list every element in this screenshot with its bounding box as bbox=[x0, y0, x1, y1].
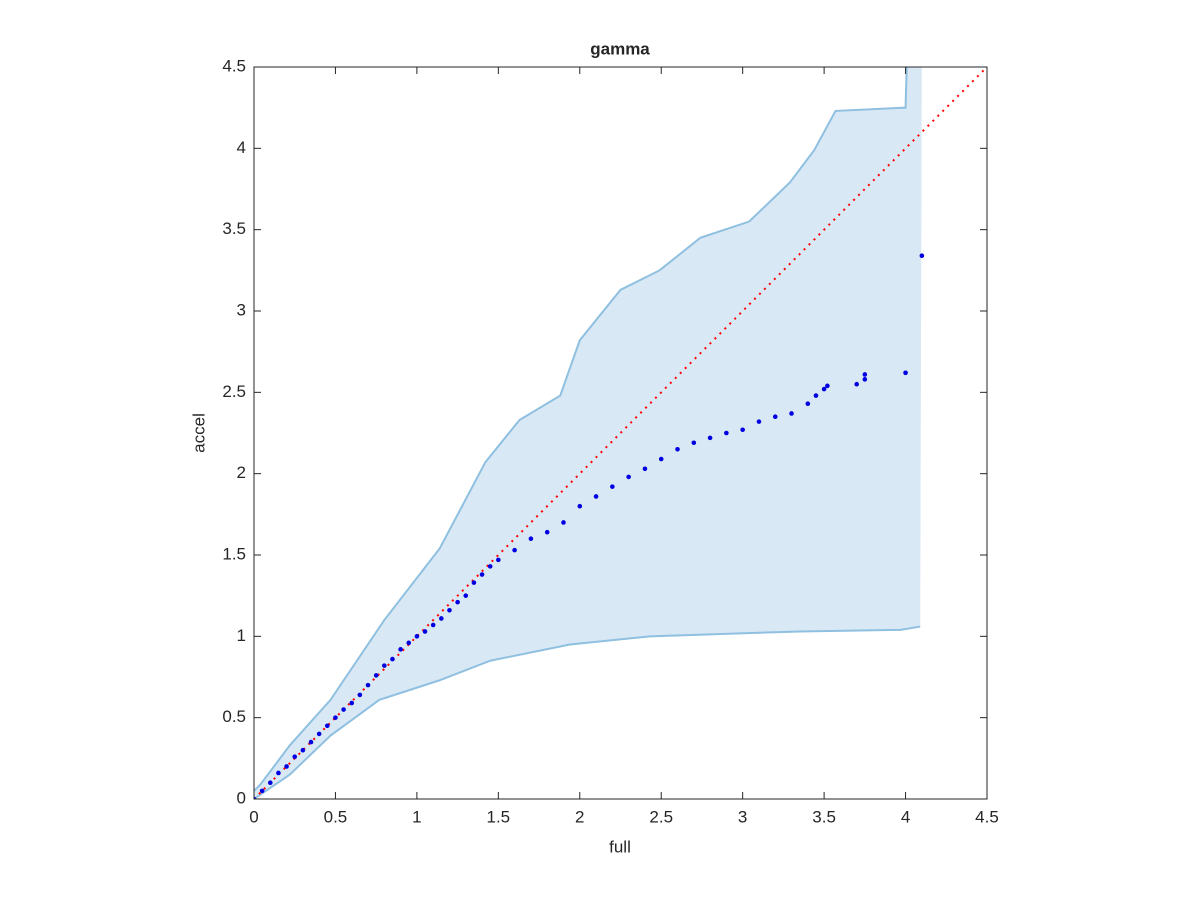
y-tick-label: 4 bbox=[237, 138, 246, 157]
data-point bbox=[740, 427, 745, 433]
data-point bbox=[724, 430, 729, 436]
y-tick-label: 0.5 bbox=[222, 707, 246, 726]
data-point bbox=[854, 381, 859, 387]
data-point bbox=[903, 370, 908, 376]
x-axis-label: full bbox=[609, 837, 631, 856]
data-point bbox=[382, 663, 387, 668]
x-tick-label: 3.5 bbox=[812, 807, 836, 826]
data-point bbox=[789, 411, 794, 416]
data-point bbox=[544, 529, 550, 535]
data-point bbox=[675, 446, 680, 452]
data-point bbox=[398, 647, 403, 652]
data-point bbox=[512, 547, 517, 553]
data-point bbox=[254, 796, 257, 799]
chart-title: gamma bbox=[590, 39, 650, 58]
data-point bbox=[422, 629, 428, 634]
data-point bbox=[308, 739, 314, 745]
data-point bbox=[463, 593, 469, 598]
data-point bbox=[862, 377, 868, 382]
data-point bbox=[357, 692, 363, 698]
data-point bbox=[406, 640, 412, 646]
y-axis-label: accel bbox=[189, 413, 208, 453]
x-tick-label: 2.5 bbox=[649, 807, 673, 826]
data-point bbox=[471, 580, 477, 585]
x-tick-label: 2 bbox=[575, 807, 584, 826]
x-tick-label: 1.5 bbox=[487, 807, 511, 826]
x-tick-label: 4 bbox=[901, 807, 910, 826]
data-point bbox=[561, 520, 566, 525]
data-point bbox=[756, 419, 762, 424]
y-tick-label: 0 bbox=[237, 788, 246, 807]
data-point bbox=[373, 673, 379, 678]
plot-area bbox=[254, 67, 987, 799]
data-point bbox=[496, 557, 501, 563]
data-point bbox=[919, 253, 925, 258]
data-point bbox=[691, 440, 697, 446]
x-tick-label: 4.5 bbox=[975, 807, 999, 826]
confidence-band bbox=[254, 67, 922, 799]
data-point bbox=[772, 414, 778, 420]
data-point bbox=[341, 707, 346, 712]
data-point bbox=[626, 474, 631, 480]
data-point bbox=[593, 494, 599, 499]
data-point bbox=[487, 564, 493, 569]
data-point bbox=[316, 731, 322, 737]
data-point bbox=[349, 700, 355, 706]
x-tick-label: 0 bbox=[249, 807, 258, 826]
data-point bbox=[333, 715, 338, 720]
data-point bbox=[813, 393, 819, 398]
y-tick-label: 4.5 bbox=[222, 56, 246, 75]
data-point bbox=[577, 503, 583, 509]
x-tick-label: 3 bbox=[738, 807, 747, 826]
band-edge bbox=[254, 625, 921, 799]
y-tick-label: 1 bbox=[237, 626, 246, 645]
data-point bbox=[267, 780, 273, 786]
x-tick-label: 1 bbox=[412, 807, 421, 826]
data-point bbox=[479, 572, 485, 577]
data-point bbox=[292, 754, 298, 760]
x-tick-label: 0.5 bbox=[324, 807, 348, 826]
data-point bbox=[610, 484, 615, 489]
data-point bbox=[642, 466, 648, 472]
data-point bbox=[365, 682, 371, 688]
y-tick-label: 2.5 bbox=[222, 382, 246, 401]
data-point bbox=[390, 656, 395, 662]
data-point bbox=[707, 435, 713, 441]
data-point bbox=[284, 764, 289, 769]
data-point bbox=[430, 622, 436, 628]
data-point bbox=[447, 608, 452, 613]
data-point bbox=[862, 372, 868, 377]
data-point bbox=[300, 747, 306, 753]
data-point bbox=[805, 401, 811, 407]
data-point bbox=[528, 536, 534, 542]
data-point bbox=[658, 456, 664, 462]
data-point bbox=[276, 770, 281, 776]
data-point bbox=[439, 616, 444, 621]
data-point bbox=[259, 788, 265, 794]
data-point bbox=[325, 723, 330, 729]
data-point bbox=[455, 599, 460, 605]
axes-box bbox=[253, 66, 988, 800]
data-point bbox=[414, 634, 420, 639]
band-edge bbox=[254, 67, 908, 792]
y-tick-label: 1.5 bbox=[222, 544, 246, 563]
data-point bbox=[821, 386, 827, 392]
y-tick-label: 3.5 bbox=[222, 219, 246, 238]
y-tick-label: 2 bbox=[237, 463, 246, 482]
data-point bbox=[825, 383, 830, 389]
y-tick-label: 3 bbox=[237, 300, 246, 319]
